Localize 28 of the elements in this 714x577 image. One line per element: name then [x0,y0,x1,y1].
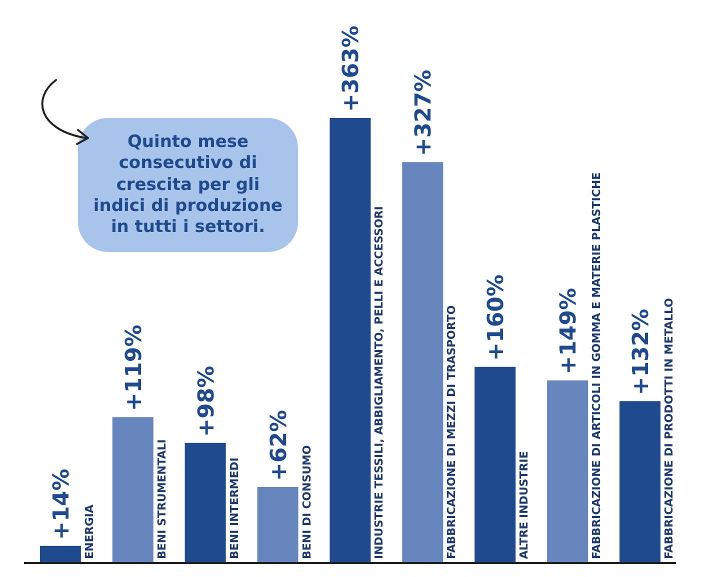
data-label: +62% [266,410,292,481]
data-label: +149% [556,288,582,374]
data-label: +119% [122,324,147,412]
bar [547,380,588,563]
bar [40,546,81,563]
bar [330,118,371,563]
x-tick-label: INDUSTRIE TESSILI, ABBIGLIAMENTO, PELLI E ACCESSORI [372,206,386,559]
bar [402,162,444,563]
x-tick-label: ALTRE INDUSTRIE [518,451,531,559]
bar [619,401,660,563]
annotation: Quinto mese consecutivo di crescita per gli indici di produzione in tutti i settori. [78,118,298,252]
x-tick-label: FABBRICAZIONE DI ARTICOLI IN GOMMA E MATERIE PLASTICHE [590,172,604,559]
data-label: +14% [49,468,74,540]
data-label: +327% [412,70,437,156]
x-tick-label: FABBRICAZIONE DI PRODOTTI IN METALLO [662,298,676,559]
data-label: +363% [339,26,364,112]
x-tick-label: ENERGIA [82,504,96,559]
x-tick-label: FABBRICAZIONE DI MEZZI DI TRASPORTO [445,305,458,559]
x-tick-label: BENI STRUMENTALI [155,439,168,559]
data-label: +98% [194,366,220,437]
data-label: +160% [484,274,510,361]
bar [112,417,154,563]
data-label: +132% [628,308,654,396]
bar [257,486,298,563]
bar [474,366,516,563]
bar [184,442,226,563]
x-tick-label: BENI INTERMEDI [228,458,241,559]
x-tick-label: BENI DI CONSUMO [300,445,314,559]
